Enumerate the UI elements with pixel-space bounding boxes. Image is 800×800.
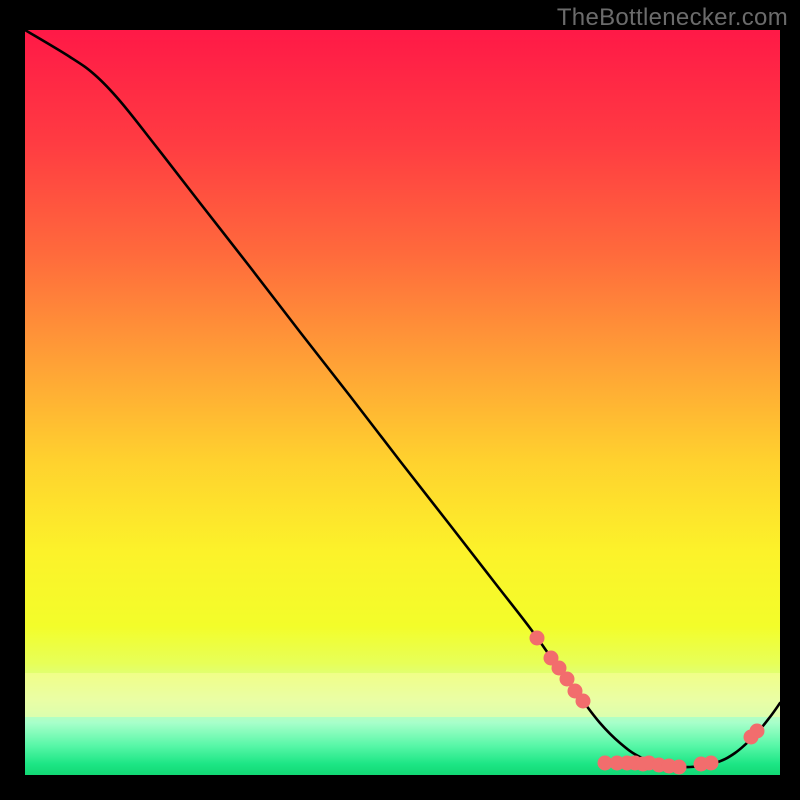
data-point-marker xyxy=(672,760,687,775)
watermark-text: TheBottlenecker.com xyxy=(557,4,788,32)
data-point-marker xyxy=(750,724,765,739)
bottleneck-curve xyxy=(25,30,780,767)
data-point-marker xyxy=(704,756,719,771)
bottleneck-curve-svg xyxy=(25,30,780,775)
plot-area xyxy=(25,30,780,775)
data-point-marker xyxy=(530,631,545,646)
data-point-marker xyxy=(576,694,591,709)
